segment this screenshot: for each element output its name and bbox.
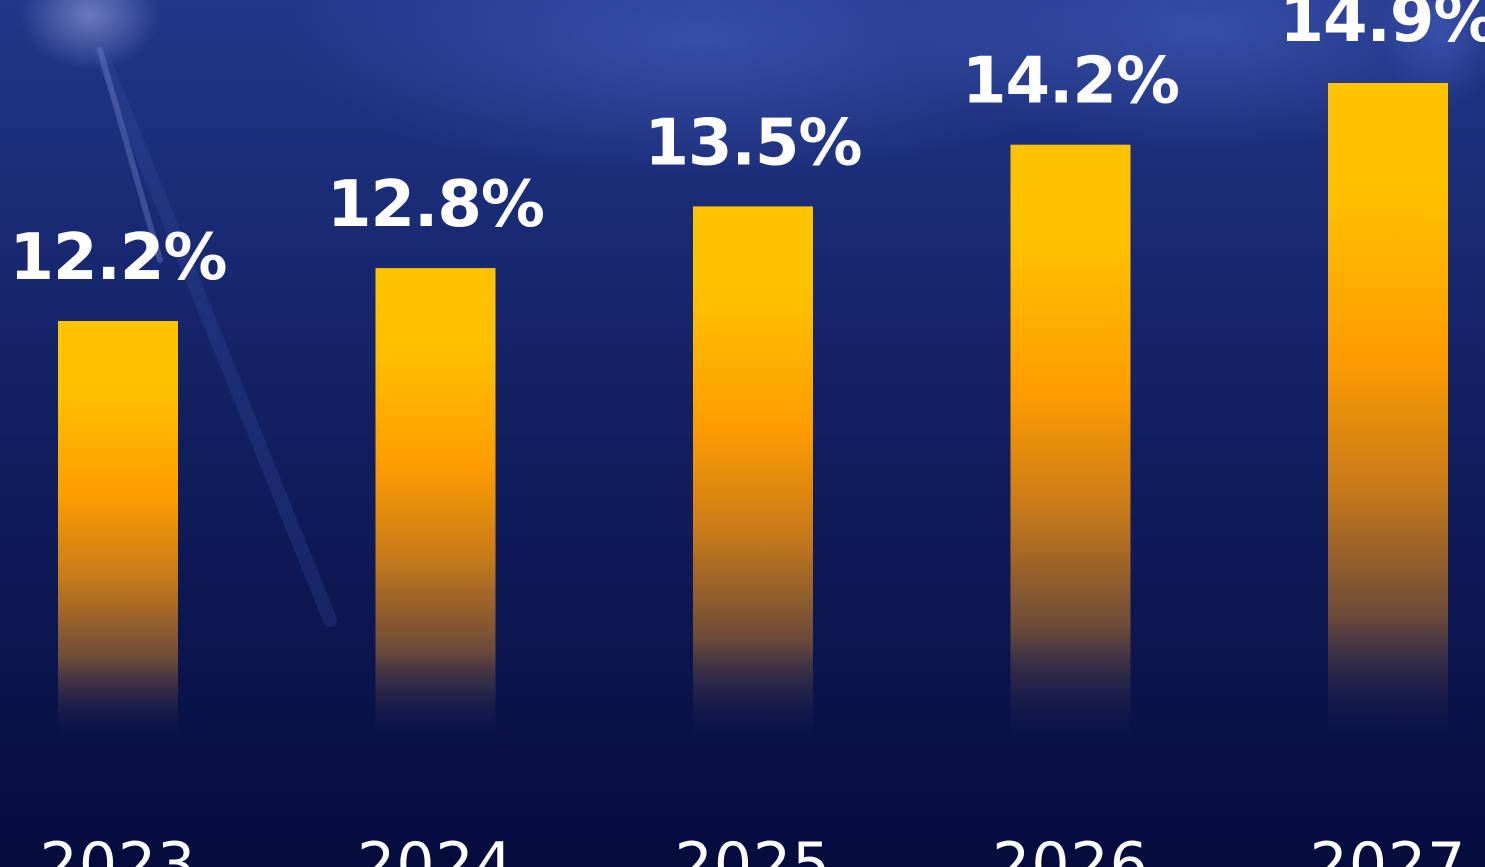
data-label-2026: 14.2% <box>962 45 1179 119</box>
x-tick-label-2025: 2025 <box>675 830 832 867</box>
data-label-2023: 12.2% <box>9 221 226 295</box>
data-label-2025: 13.5% <box>644 106 861 180</box>
x-tick-label-2026: 2026 <box>992 830 1149 867</box>
bar-2023 <box>58 321 178 735</box>
x-tick-label-2027: 2027 <box>1310 830 1467 867</box>
data-label-2024: 12.8% <box>327 168 544 242</box>
x-axis-tick-labels: 2023 2024 2025 2026 2027 <box>40 830 1467 867</box>
bar-2024 <box>375 268 496 735</box>
data-label-2027: 14.9% <box>1279 0 1485 57</box>
bar-2027 <box>1328 83 1448 735</box>
bar-2025 <box>693 206 813 735</box>
data-labels-layer: 12.2% 12.8% 13.5% 14.2% 14.9% <box>9 0 1485 295</box>
x-tick-label-2023: 2023 <box>40 830 197 867</box>
bars-layer <box>58 83 1448 735</box>
bar-2026 <box>1010 144 1131 735</box>
x-tick-label-2024: 2024 <box>357 830 514 867</box>
